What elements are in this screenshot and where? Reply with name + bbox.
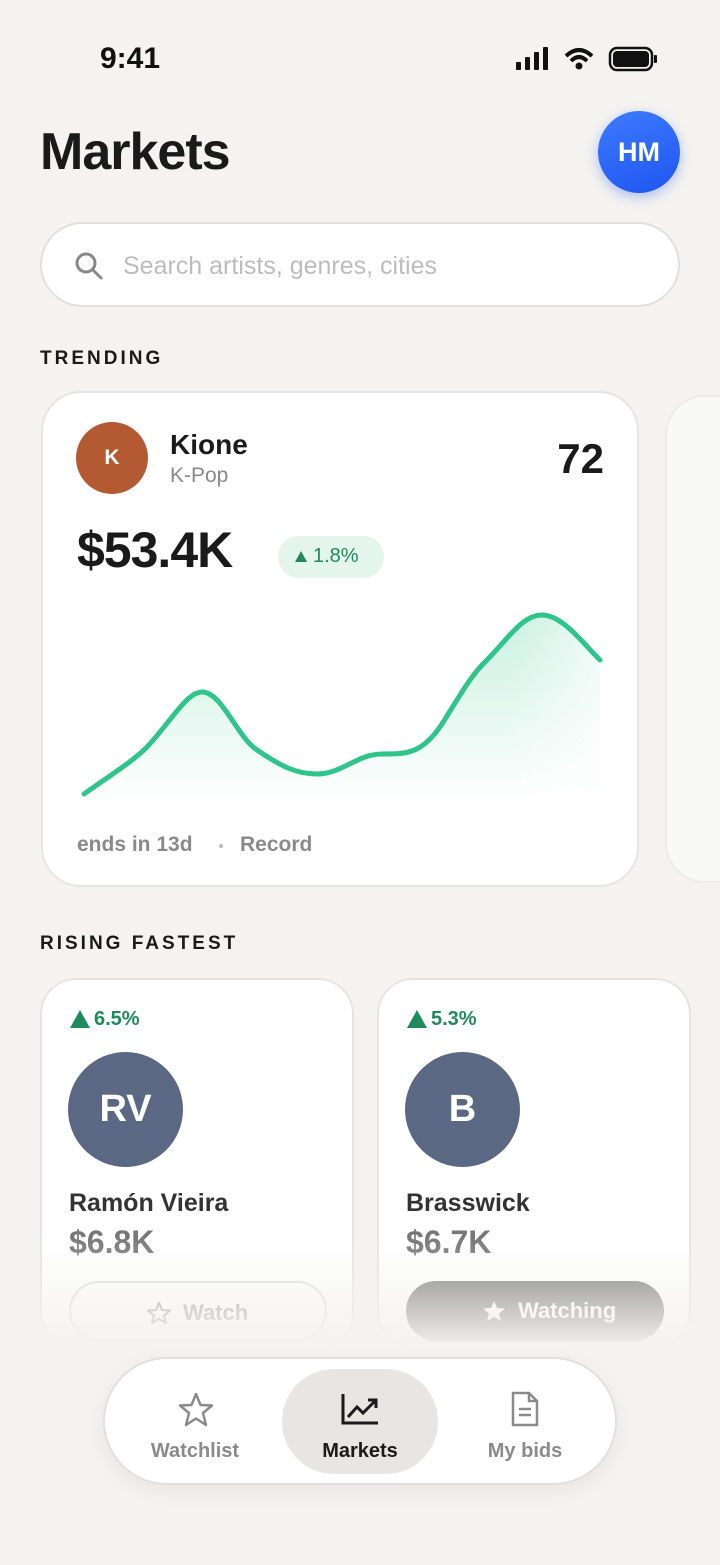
change-value: 5.3% <box>431 1008 477 1030</box>
up-arrow <box>407 1010 427 1028</box>
tab-label[interactable]: My bids <box>487 1440 563 1462</box>
search-box[interactable]: Search artists, genres, cities <box>40 222 680 307</box>
change-value: 1.8% <box>313 545 359 567</box>
change-value: 6.5% <box>94 1008 140 1030</box>
artist-name: Brasswick <box>406 1189 530 1217</box>
page-title: Markets <box>40 123 231 181</box>
profile-avatar[interactable]: HM <box>598 111 680 193</box>
artist-price: $53.4K <box>77 522 233 578</box>
document-icon <box>511 1391 539 1427</box>
artist-price: $6.8K <box>69 1224 155 1260</box>
tab-label[interactable]: Watchlist <box>150 1440 240 1462</box>
artist-avatar: K <box>76 422 148 494</box>
star-icon <box>178 1392 214 1427</box>
separator-dot <box>219 844 223 848</box>
trending-card[interactable]: K Kione K-Pop 72 $53.4K 1.8% ends in 13d… <box>41 391 639 887</box>
artist-genre: K-Pop <box>170 464 229 487</box>
change-pill: 1.8% <box>278 536 384 578</box>
up-arrow <box>295 551 307 562</box>
sparkline <box>81 612 603 802</box>
artist-avatar: RV <box>68 1052 183 1167</box>
rising-card[interactable]: 5.3% B Brasswick $6.7K Watching <box>377 978 691 1348</box>
section-heading: RISING FASTEST <box>40 933 239 954</box>
status-icons <box>516 46 657 72</box>
star-icon <box>147 1302 171 1324</box>
rising-card[interactable]: 6.5% RV Ramón Vieira $6.8K Watch <box>40 978 354 1348</box>
section-heading: TRENDING <box>40 348 164 369</box>
artist-name: Kione <box>170 429 248 460</box>
artist-avatar: B <box>405 1052 520 1167</box>
status-time: 9:41 <box>100 42 161 75</box>
search-icon <box>75 252 103 280</box>
ends-in: ends in 13d <box>77 833 193 856</box>
up-arrow <box>70 1010 90 1028</box>
next-card[interactable] <box>665 395 720 883</box>
chart-icon <box>341 1394 378 1425</box>
artist-score: 72 <box>557 435 604 482</box>
tab-label[interactable]: Markets <box>322 1440 398 1462</box>
artist-name: Ramón Vieira <box>69 1189 229 1217</box>
button-label: Watch <box>183 1300 249 1325</box>
watch-button[interactable]: Watching <box>406 1281 664 1341</box>
button-label: Watching <box>518 1298 617 1323</box>
search-placeholder: Search artists, genres, cities <box>123 252 438 280</box>
artist-price: $6.7K <box>406 1224 492 1260</box>
watch-button[interactable]: Watch <box>69 1281 327 1341</box>
category: Record <box>240 833 313 856</box>
star-icon <box>483 1301 505 1321</box>
